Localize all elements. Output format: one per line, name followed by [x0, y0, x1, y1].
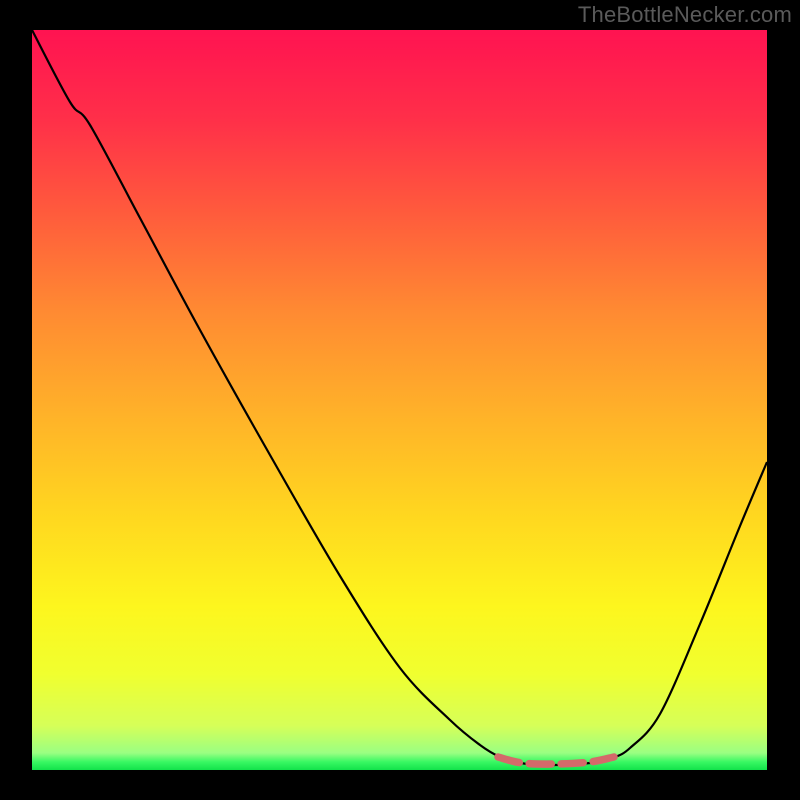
plot-background	[32, 30, 767, 770]
watermark-text: TheBottleNecker.com	[578, 2, 792, 28]
chart-container: TheBottleNecker.com	[0, 0, 800, 800]
bottleneck-chart	[0, 0, 800, 800]
